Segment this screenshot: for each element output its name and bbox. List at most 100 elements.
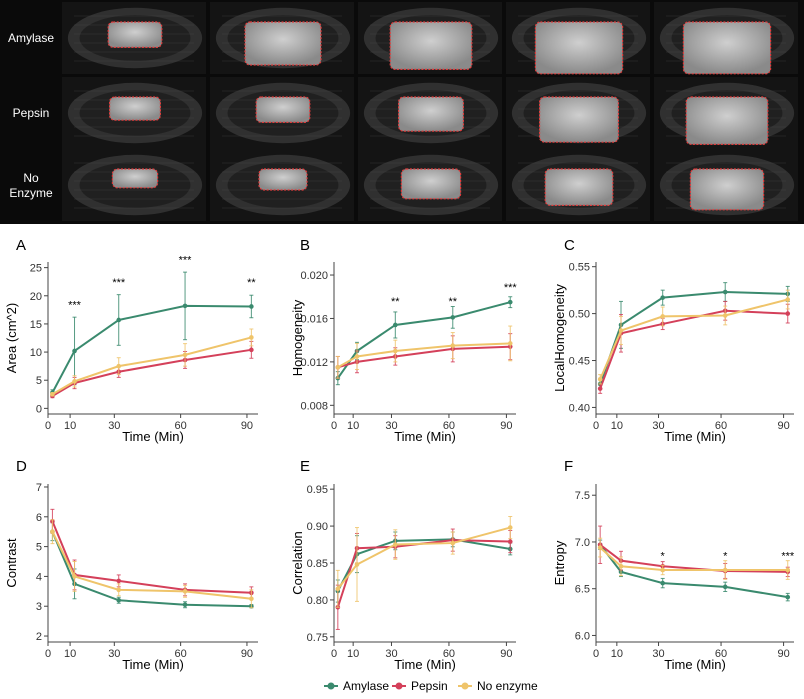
data-point <box>354 354 360 359</box>
series-pepsin <box>50 340 254 399</box>
ultrasound-image <box>506 77 650 149</box>
series-amylase <box>50 271 254 396</box>
data-point <box>785 594 791 600</box>
data-point <box>50 529 55 534</box>
segmentation-outline <box>544 168 614 207</box>
chart-panel-b: B 0.008 0.012 0.016 0.020 0 10 30 60 90 Time (Min)… <box>290 237 517 444</box>
y-tick-label: 0.016 <box>300 313 328 325</box>
x-axis-title: Time (Min) <box>394 429 456 444</box>
x-tick-label: 90 <box>777 648 789 660</box>
series-line <box>337 301 511 379</box>
legend-item-pepsin: Pepsin <box>392 679 448 693</box>
ultrasound-image <box>654 149 798 221</box>
data-point <box>72 348 77 354</box>
ultrasound-image <box>210 149 354 221</box>
x-axis-title: Time (Min) <box>664 657 726 672</box>
data-point <box>507 525 513 530</box>
legend: Amylase Pepsin No enzyme <box>324 679 538 693</box>
ultrasound-image <box>654 77 798 149</box>
data-point <box>507 539 513 544</box>
data-point <box>597 386 603 391</box>
segmentation-outline <box>108 96 161 121</box>
legend-item-no-enzyme: No enzyme <box>458 679 538 693</box>
image-row-label: Pepsin <box>13 106 50 120</box>
ultrasound-image-grid: Amylase Pepsin No Enzyme <box>0 0 804 224</box>
data-point <box>72 574 77 579</box>
data-point <box>116 597 122 603</box>
x-tick-label: 30 <box>652 648 664 660</box>
x-tick-label: 0 <box>331 648 337 660</box>
y-tick-label: 0.55 <box>569 262 590 274</box>
series-no-enzyme <box>335 515 513 608</box>
x-tick-label: 60 <box>443 420 455 432</box>
data-point <box>722 313 728 318</box>
y-tick-label: 0.80 <box>307 595 328 607</box>
data-point <box>507 299 513 305</box>
panel-letter: E <box>300 458 310 475</box>
y-tick-label: 20 <box>30 291 42 303</box>
segmentation-outline <box>538 96 619 143</box>
legend-swatch-marker <box>395 682 403 690</box>
y-tick-label: 0.008 <box>300 400 328 412</box>
ultrasound-image <box>62 2 206 74</box>
data-point <box>507 341 513 346</box>
segmentation-outline <box>398 96 465 132</box>
y-tick-label: 5 <box>36 375 42 387</box>
segmentation-outline <box>400 168 462 200</box>
data-point <box>660 580 665 586</box>
y-axis-title: Area (cm^2) <box>4 303 19 373</box>
data-point <box>660 314 665 319</box>
y-axis-title: Entropy <box>552 540 567 585</box>
x-axis-title: Time (Min) <box>394 657 456 672</box>
y-tick-label: 25 <box>30 263 42 275</box>
y-tick-label: 7 <box>36 482 42 494</box>
image-row: No Enzyme <box>9 149 798 221</box>
y-tick-label: 10 <box>30 347 42 359</box>
series-line <box>599 546 788 572</box>
image-row-label-line: Amylase <box>8 31 54 45</box>
legend-swatch-marker <box>327 682 335 690</box>
series-line <box>336 539 511 608</box>
data-point <box>618 328 624 333</box>
series-amylase <box>597 282 791 390</box>
series-no-enzyme <box>50 328 254 397</box>
data-point <box>116 317 122 323</box>
series-no-enzyme <box>597 289 791 385</box>
data-point <box>249 596 254 602</box>
chart-panel-f: F 6.0 6.5 7.0 7.5 0 10 30 60 90 Time (Min) Entropy *… <box>552 458 795 672</box>
x-tick-label: 60 <box>175 648 187 660</box>
data-point <box>785 567 791 573</box>
x-tick-label: 0 <box>593 420 599 432</box>
significance-marker: *** <box>781 551 795 563</box>
y-axis-title: LocalHomogeneity <box>552 284 567 392</box>
segmentation-outline <box>111 168 159 189</box>
panel-letter: A <box>16 237 26 254</box>
data-point <box>393 322 398 328</box>
data-point <box>249 304 254 309</box>
x-axis-title: Time (Min) <box>664 429 726 444</box>
panel-letter: D <box>16 458 27 475</box>
data-point <box>618 563 624 569</box>
y-axis-title: Correlation <box>290 531 305 595</box>
data-point <box>450 343 456 348</box>
ultrasound-image <box>210 77 354 149</box>
y-tick-label: 0.40 <box>569 402 590 414</box>
data-point <box>785 311 791 316</box>
x-tick-label: 90 <box>500 648 512 660</box>
ultrasound-image <box>62 77 206 149</box>
y-tick-label: 2 <box>36 631 42 643</box>
y-axis-title: Contrast <box>4 538 19 588</box>
series-line <box>51 348 252 397</box>
data-point <box>722 289 728 295</box>
data-point <box>660 295 665 300</box>
series-amylase <box>335 296 513 386</box>
data-point <box>722 567 728 573</box>
chart-panel-c: C 0.40 0.45 0.50 0.55 0 10 30 60 90 Time (Min) Loca… <box>552 237 794 444</box>
legend-label: Amylase <box>343 679 389 693</box>
data-point <box>182 303 188 309</box>
y-tick-label: 5 <box>36 542 42 554</box>
y-tick-label: 7.5 <box>575 490 590 502</box>
x-tick-label: 30 <box>108 420 120 432</box>
significance-marker: *** <box>504 282 518 294</box>
